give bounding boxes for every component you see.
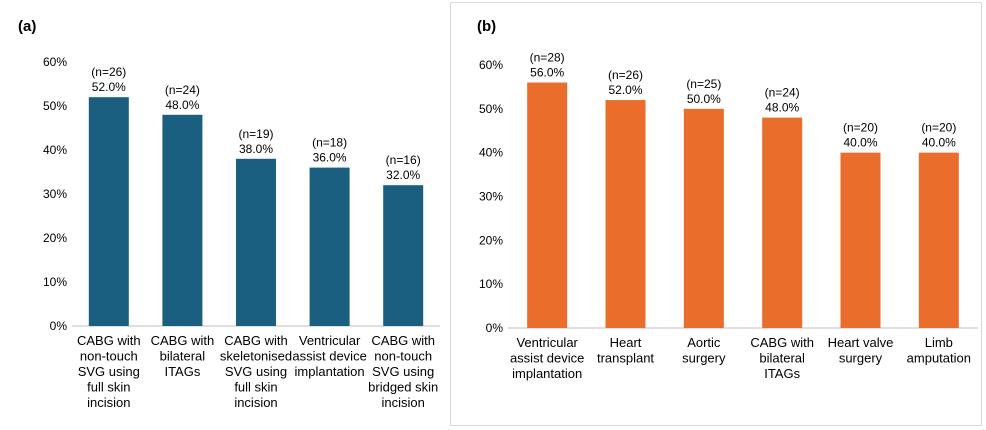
b-value-label: 40.0% xyxy=(843,136,877,150)
b-category-label: Heart valve surgery xyxy=(828,335,894,366)
a-ytick-label: 60% xyxy=(43,55,67,69)
chart-b: (b) 0% 10% 20% 30% 40% 50% 60% 56.0%(n=28) Ventr… xyxy=(477,18,978,381)
b-n-label: (n=20) xyxy=(921,121,956,135)
b-ytick-label: 20% xyxy=(479,233,503,247)
b-n-label: (n=25) xyxy=(686,77,721,91)
a-ytick-label: 0% xyxy=(50,319,68,333)
b-n-label: (n=24) xyxy=(765,86,800,100)
b-ytick-label: 30% xyxy=(479,190,503,204)
panel-label-b: (b) xyxy=(477,18,496,35)
b-category-label: Aortic surgery xyxy=(682,335,726,366)
a-value-label: 38.0% xyxy=(239,142,273,156)
a-n-label: (n=18) xyxy=(312,136,347,150)
b-bar xyxy=(683,108,724,328)
b-category-label: CABG with bilateral ITAGs xyxy=(750,335,814,381)
a-ytick-label: 40% xyxy=(43,143,67,157)
b-ytick-label: 60% xyxy=(479,58,503,72)
a-category-label: CABG with skeletonised SVG using full skin i… xyxy=(220,333,292,410)
b-bar xyxy=(840,152,881,328)
b-bar xyxy=(605,100,646,328)
a-ytick-label: 10% xyxy=(43,275,67,289)
b-category-label: Limb amputation xyxy=(907,335,971,366)
chart-a: (a) 0% 10% 20% 30% 40% 50% 60% 52.0%(n=26) CABG … xyxy=(18,18,440,410)
a-value-label: 48.0% xyxy=(165,98,199,112)
b-n-label: (n=28) xyxy=(530,51,565,65)
a-value-label: 52.0% xyxy=(92,80,126,94)
a-category-label: CABG with non-touch SVG using full skin inci… xyxy=(77,333,141,410)
a-category-label: CABG with non-touch SVG using bridged skin i… xyxy=(368,333,438,410)
panel-b-frame xyxy=(450,2,982,426)
a-n-label: (n=19) xyxy=(238,127,273,141)
a-n-label: (n=16) xyxy=(386,153,421,167)
a-ytick-label: 20% xyxy=(43,231,67,245)
b-value-label: 56.0% xyxy=(530,66,564,80)
a-value-label: 36.0% xyxy=(313,151,347,165)
b-bar xyxy=(527,82,568,329)
a-bar xyxy=(88,97,129,326)
a-category-label: Ventricular assist device implantation xyxy=(292,333,366,379)
b-ytick-label: 0% xyxy=(486,321,504,335)
a-n-label: (n=24) xyxy=(165,83,200,97)
b-ytick-label: 10% xyxy=(479,277,503,291)
b-ytick-label: 50% xyxy=(479,102,503,116)
a-bar xyxy=(309,167,350,326)
a-value-label: 32.0% xyxy=(386,168,420,182)
b-n-label: (n=26) xyxy=(608,68,643,82)
a-bar xyxy=(236,158,276,326)
b-ytick-label: 40% xyxy=(479,146,503,160)
b-bar xyxy=(762,117,803,328)
b-n-label: (n=20) xyxy=(843,121,878,135)
b-value-label: 52.0% xyxy=(608,83,642,97)
a-bar xyxy=(162,114,203,326)
b-category-label: Heart transplant xyxy=(597,335,654,366)
b-value-label: 48.0% xyxy=(765,101,799,115)
a-ytick-label: 50% xyxy=(43,99,67,113)
a-ytick-label: 30% xyxy=(43,187,67,201)
a-category-label: CABG with bilateral ITAGs xyxy=(151,333,215,379)
b-value-label: 50.0% xyxy=(687,92,721,106)
b-category-label: Ventricular assist device implantation xyxy=(510,335,584,381)
a-n-label: (n=26) xyxy=(91,65,126,79)
b-value-label: 40.0% xyxy=(922,136,956,150)
a-bar xyxy=(383,185,424,326)
b-bar xyxy=(918,152,959,328)
panel-label-a: (a) xyxy=(18,18,36,35)
